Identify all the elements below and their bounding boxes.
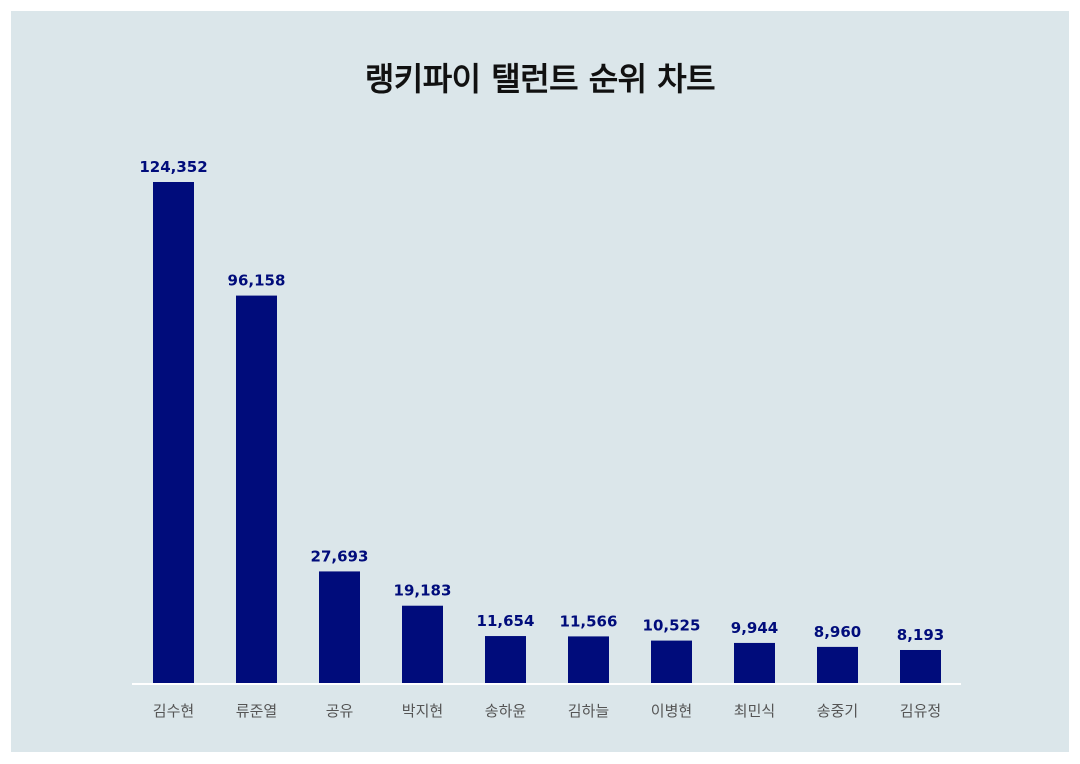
bar-10 (900, 649, 941, 683)
bar-6 (568, 636, 609, 683)
value-labels-group: 124,352 96,158 27,693 19,183 11,654 11,566 10,… (139, 158, 944, 644)
bar-value-label-9: 8,960 (814, 623, 861, 641)
bar-8 (734, 642, 775, 683)
chart-title: 랭키파이 탤런트 순위 차트 (364, 60, 716, 98)
bar-value-label-6: 11,566 (560, 612, 618, 630)
bar-2 (236, 295, 277, 683)
bar-value-label-1: 124,352 (139, 158, 207, 176)
bar-value-label-4: 19,183 (394, 582, 452, 600)
bar-9 (817, 646, 858, 683)
bar-value-label-3: 27,693 (311, 547, 369, 565)
category-label-3: 공유 (326, 702, 354, 720)
bar-value-label-8: 9,944 (731, 619, 778, 637)
category-label-8: 최민식 (734, 702, 775, 720)
bar-value-label-10: 8,193 (897, 626, 944, 644)
bar-5 (485, 636, 526, 683)
category-label-2: 류준열 (236, 702, 277, 720)
bar-value-label-5: 11,654 (477, 612, 535, 630)
category-label-6: 김하늘 (568, 702, 610, 720)
bar-value-label-7: 10,525 (643, 617, 701, 635)
category-label-7: 이병현 (651, 702, 692, 720)
category-label-9: 송중기 (817, 702, 858, 720)
category-label-1: 김수현 (153, 702, 194, 720)
bar-1 (153, 182, 194, 683)
bars-group (153, 182, 941, 683)
category-label-4: 박지현 (402, 702, 443, 720)
category-label-5: 송하윤 (485, 702, 527, 720)
category-label-10: 김유정 (900, 702, 941, 720)
bar-4 (402, 605, 443, 683)
bar-3 (319, 571, 360, 683)
category-labels-group: 김수현 류준열 공유 박지현 송하윤 김하늘 이병현 최민식 송중기 김유정 (153, 702, 941, 720)
bar-7 (651, 640, 692, 683)
bar-value-label-2: 96,158 (228, 272, 286, 290)
